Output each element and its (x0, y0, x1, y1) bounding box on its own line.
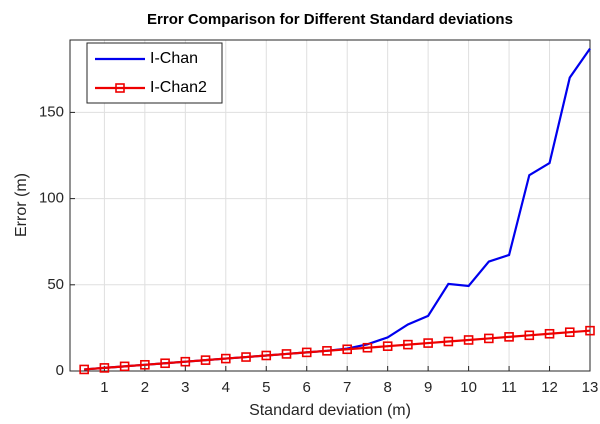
marker (241, 352, 251, 362)
marker (261, 350, 272, 361)
marker (281, 349, 292, 359)
marker (484, 333, 494, 344)
x-tick-label: 10 (460, 379, 477, 396)
x-tick-label: 1 (100, 379, 108, 396)
x-tick-label: 3 (181, 379, 189, 396)
y-tick-label: 0 (56, 362, 64, 379)
x-tick-label: 9 (424, 379, 432, 396)
y-tick-label: 50 (47, 276, 64, 293)
x-tick-label: 2 (141, 379, 149, 396)
marker (220, 353, 231, 364)
marker (382, 341, 393, 351)
marker (140, 359, 150, 370)
marker (180, 356, 191, 367)
marker (403, 339, 413, 350)
legend-marker (115, 83, 125, 93)
x-tick-label: 12 (541, 379, 558, 396)
marker (200, 355, 211, 365)
legend: I-Chan I-Chan2 (86, 42, 223, 104)
x-axis-label: Standard deviation (m) (249, 402, 411, 419)
plot-frame (69, 39, 591, 372)
marker (119, 361, 130, 372)
chart-title: Error Comparison for Different Standard … (147, 11, 513, 28)
legend-box (86, 42, 223, 104)
marker (423, 338, 433, 348)
marker (544, 328, 555, 339)
marker (301, 347, 312, 358)
marker (585, 325, 595, 336)
marker (342, 344, 352, 355)
x-tick-label: 4 (222, 379, 230, 396)
marker (443, 336, 454, 347)
marker (524, 330, 535, 341)
y-tick-label: 150 (39, 103, 64, 120)
marker (79, 364, 89, 375)
x-tick-label: 8 (383, 379, 391, 396)
marker (564, 327, 575, 338)
legend-label: I-Chan (150, 50, 198, 67)
x-tick-label: 5 (262, 379, 270, 396)
y-axis-label: Error (m) (13, 173, 30, 237)
marker (504, 332, 514, 342)
x-tick-label: 11 (501, 379, 517, 396)
marker (99, 363, 110, 373)
legend-label: I-Chan2 (150, 79, 207, 96)
marker (463, 335, 474, 345)
x-tick-label: 13 (582, 379, 599, 396)
series-line (84, 329, 591, 371)
marker (362, 342, 373, 353)
marker (160, 358, 170, 369)
y-tick-label: 100 (39, 190, 64, 207)
x-tick-label: 7 (343, 379, 351, 396)
x-tick-label: 6 (303, 379, 311, 396)
marker (322, 346, 332, 356)
